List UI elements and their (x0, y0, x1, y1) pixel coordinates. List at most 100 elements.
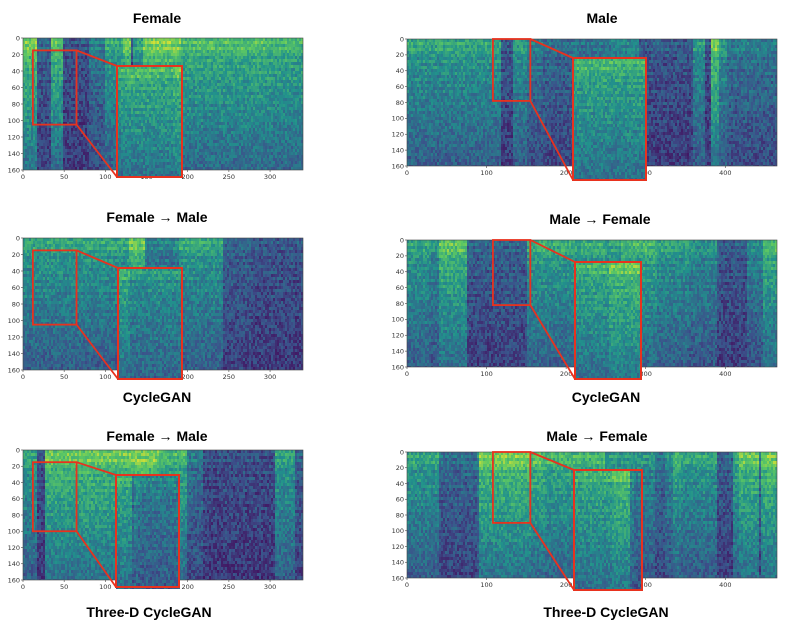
x-tick-label: 300 (264, 373, 276, 381)
y-tick-label: 120 (392, 131, 404, 139)
x-tick-label: 100 (480, 581, 492, 589)
y-tick-label: 100 (8, 117, 20, 125)
y-tick-label: 0 (16, 234, 20, 242)
x-tick-label: 300 (264, 583, 276, 591)
y-tick-label: 160 (8, 576, 20, 584)
y-tick-label: 160 (392, 363, 404, 371)
zoom-region-box (492, 239, 532, 306)
y-tick-label: 140 (8, 150, 20, 158)
zoom-connector-line (529, 38, 574, 59)
caption-cyclegan-left: CycleGAN (123, 389, 191, 405)
x-tick-label: 100 (480, 370, 492, 378)
y-tick-label: 120 (8, 133, 20, 141)
x-tick-label: 400 (719, 169, 731, 177)
x-tick-label: 100 (99, 583, 111, 591)
y-tick-label: 60 (12, 84, 20, 92)
x-tick-label: 100 (480, 169, 492, 177)
y-tick-label: 20 (12, 463, 20, 471)
y-tick-label: 20 (12, 51, 20, 59)
y-tick-label: 120 (8, 333, 20, 341)
caption-three-d-cyclegan-left: Three-D CycleGAN (86, 604, 211, 620)
y-tick-label: 40 (396, 268, 404, 276)
zoom-inset-box (573, 469, 643, 591)
zoom-inset-box (117, 267, 183, 380)
zoom-inset-image (118, 268, 182, 379)
y-tick-label: 40 (12, 67, 20, 75)
y-tick-label: 60 (12, 284, 20, 292)
y-tick-label: 160 (392, 574, 404, 582)
x-tick-label: 300 (639, 581, 651, 589)
y-tick-label: 140 (392, 146, 404, 154)
x-tick-label: 0 (405, 370, 409, 378)
y-tick-label: 120 (392, 543, 404, 551)
spectrogram-panel-5: 0 100 200 300 400 0 20 40 60 80 100 120 140 160 (392, 448, 778, 591)
zoom-connector-line (75, 324, 119, 380)
zoom-region-box (31, 461, 78, 533)
zoom-connector-line (75, 530, 117, 588)
zoom-inset-box (572, 57, 647, 181)
y-tick-label: 140 (392, 559, 404, 567)
x-tick-label: 0 (21, 373, 25, 381)
panel-title-male-to-female-3d: Male → Female (546, 428, 647, 444)
zoom-region-box (31, 49, 78, 126)
zoom-connector-line (529, 522, 575, 591)
panel-title-female-to-male-3d: Female → Male (106, 428, 207, 444)
zoom-inset-image (574, 470, 642, 590)
y-tick-label: 100 (8, 317, 20, 325)
y-tick-label: 60 (12, 495, 20, 503)
spectrogram-panel-2: 050100150200250300020406080100120140160 (8, 234, 304, 381)
y-tick-label: 140 (8, 560, 20, 568)
panel-title-male: Male (586, 10, 617, 26)
x-tick-label: 0 (21, 583, 25, 591)
y-tick-label: 60 (396, 496, 404, 504)
y-tick-label: 140 (392, 347, 404, 355)
zoom-connector-line (529, 100, 574, 181)
y-tick-label: 160 (8, 366, 20, 374)
x-tick-label: 200 (181, 373, 193, 381)
y-tick-label: 160 (8, 166, 20, 174)
x-tick-label: 200 (181, 583, 193, 591)
y-tick-label: 40 (12, 267, 20, 275)
x-tick-label: 300 (264, 173, 276, 181)
y-tick-label: 20 (396, 464, 404, 472)
x-tick-label: 50 (60, 173, 68, 181)
zoom-connector-line (529, 239, 576, 263)
x-tick-label: 100 (99, 173, 111, 181)
y-tick-label: 40 (396, 67, 404, 75)
zoom-inset-box (574, 261, 642, 380)
y-tick-label: 20 (396, 51, 404, 59)
x-tick-label: 200 (560, 370, 572, 378)
spectrogram-panel-4: 050100150200250300020406080100120140160 (8, 446, 304, 591)
y-tick-label: 140 (8, 350, 20, 358)
zoom-inset-box (115, 474, 180, 588)
x-tick-label: 200 (181, 173, 193, 181)
x-tick-label: 200 (560, 169, 572, 177)
x-tick-label: 50 (60, 583, 68, 591)
zoom-region-box (492, 451, 532, 524)
x-tick-label: 250 (223, 173, 235, 181)
zoom-connector-line (76, 49, 118, 67)
y-tick-label: 80 (12, 100, 20, 108)
zoom-inset-image (117, 66, 183, 177)
spectrogram-panel-0: 050100150200250300020406080100120140160 (8, 34, 304, 181)
caption-cyclegan-right: CycleGAN (572, 389, 640, 405)
spectrogram-panel-3: 0 100 200 300 400 0 20 40 60 80 100 120 140 160 (392, 236, 778, 380)
y-tick-label: 80 (396, 300, 404, 308)
y-tick-label: 60 (396, 284, 404, 292)
zoom-connector-line (76, 249, 119, 269)
zoom-connector-line (529, 451, 575, 471)
y-tick-label: 160 (392, 162, 404, 170)
y-tick-label: 100 (8, 528, 20, 536)
x-tick-label: 250 (223, 373, 235, 381)
y-tick-label: 0 (400, 236, 404, 244)
zoom-inset-image (116, 475, 180, 589)
y-tick-label: 40 (12, 479, 20, 487)
spectrogram-image (407, 452, 777, 578)
x-tick-label: 400 (719, 581, 731, 589)
x-tick-label: 300 (639, 370, 651, 378)
x-tick-label: 250 (223, 583, 235, 591)
y-tick-label: 120 (392, 332, 404, 340)
